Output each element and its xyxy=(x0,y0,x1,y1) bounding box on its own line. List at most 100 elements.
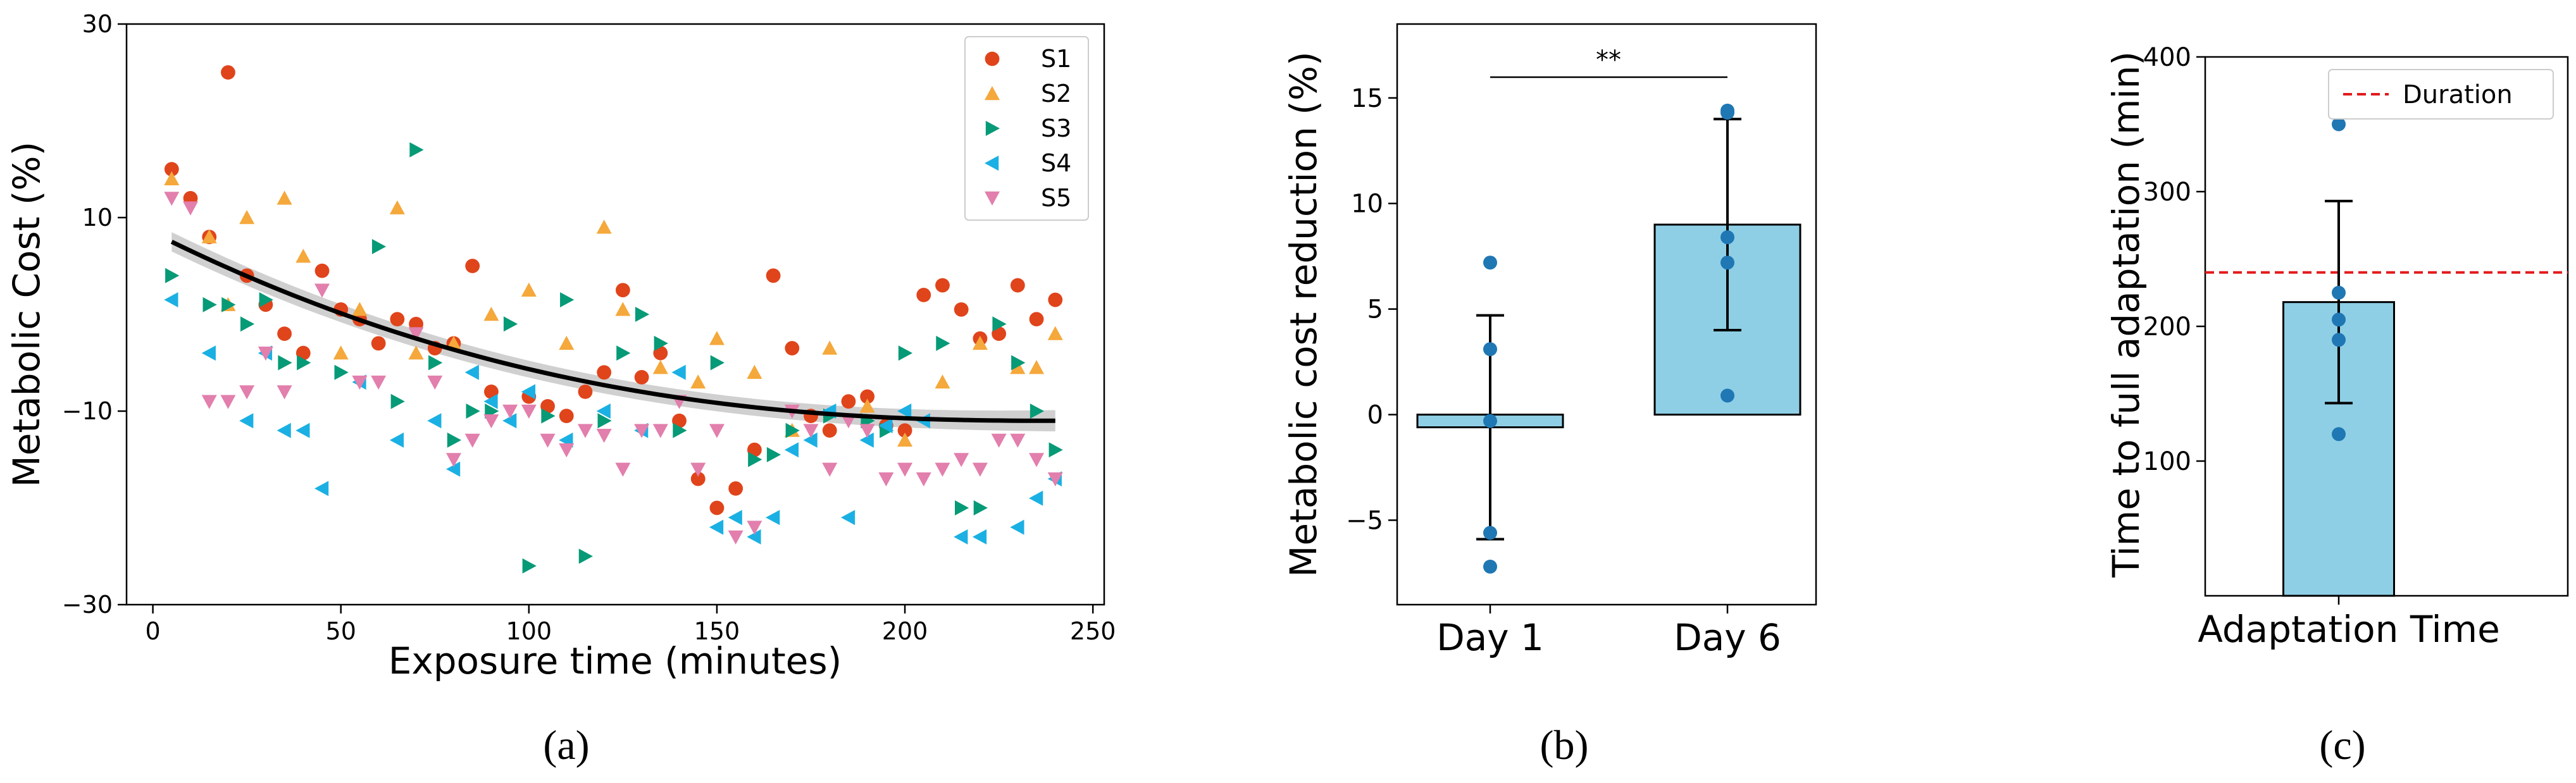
point-s5 xyxy=(258,347,273,361)
point-s3 xyxy=(240,316,255,332)
point-s5 xyxy=(634,424,650,438)
x-ticks-b: Day 1 Day 6 xyxy=(1436,605,1781,659)
legend-label-s4: S4 xyxy=(1041,149,1071,177)
point-s5 xyxy=(445,453,461,467)
point-s4 xyxy=(766,510,780,526)
point-s3 xyxy=(1011,355,1026,371)
x-tick-label-day-1: Day 1 xyxy=(1436,616,1544,659)
point-s3 xyxy=(898,345,913,361)
point-s3 xyxy=(766,447,781,462)
point-s4 xyxy=(803,432,818,448)
subject-point xyxy=(1720,256,1734,270)
point-s5 xyxy=(935,462,950,477)
point-s5 xyxy=(709,424,725,438)
point-s3 xyxy=(936,335,950,351)
point-s1 xyxy=(277,326,292,341)
point-s1 xyxy=(766,268,781,283)
point-s5 xyxy=(728,530,744,545)
point-s2 xyxy=(333,345,349,360)
point-s2 xyxy=(277,190,292,205)
point-s5 xyxy=(1047,472,1063,487)
subject-point xyxy=(2332,427,2346,441)
point-s5 xyxy=(596,429,612,443)
subject-point xyxy=(1720,106,1734,120)
legend-marker-s3 xyxy=(985,121,1000,136)
panel-b: ** −5 0 5 10 15 Day 1 Day 6 Metabolic cost re… xyxy=(1282,23,1817,659)
fit-line xyxy=(170,240,1055,423)
legend-frame-c xyxy=(2328,69,2554,120)
legend-frame-a xyxy=(964,36,1089,221)
point-s4 xyxy=(728,510,742,526)
point-s1 xyxy=(860,389,875,404)
legend-label-s5: S5 xyxy=(1041,184,1071,212)
y-tick-label: 300 xyxy=(2143,178,2191,207)
point-s5 xyxy=(972,462,988,477)
point-s5 xyxy=(690,462,706,477)
point-s4 xyxy=(709,519,724,535)
point-s5 xyxy=(1010,433,1026,448)
legend-label-s3: S3 xyxy=(1041,114,1071,142)
y-ticks-c: 100 200 300 400 xyxy=(2143,43,2205,476)
legend-c: Duration xyxy=(2328,69,2554,120)
point-s5 xyxy=(577,424,593,438)
point-s1 xyxy=(390,312,405,327)
point-s4 xyxy=(1029,490,1043,506)
point-s5 xyxy=(183,201,199,216)
point-s2 xyxy=(352,302,368,316)
point-s5 xyxy=(352,375,368,390)
point-s3 xyxy=(654,335,668,351)
y-tick-label: 0 xyxy=(1367,401,1383,430)
x-tick-label: 250 xyxy=(1070,617,1116,645)
legend-label-s2: S2 xyxy=(1041,80,1071,108)
x-tick-label: 100 xyxy=(506,617,552,645)
point-s3 xyxy=(541,408,556,424)
subject-point xyxy=(1483,559,1497,574)
point-s5 xyxy=(652,424,668,438)
legend-a: S1 S2 S3 S4 S5 xyxy=(964,36,1089,221)
point-s1 xyxy=(992,326,1007,341)
point-s5 xyxy=(559,443,575,458)
point-s1 xyxy=(578,385,593,399)
point-s3 xyxy=(466,404,480,419)
point-s5 xyxy=(464,433,480,448)
legend-marker-s5 xyxy=(985,191,1000,206)
caption-c: (c) xyxy=(2319,722,2365,768)
point-s3 xyxy=(221,297,236,312)
point-s1 xyxy=(615,283,630,298)
point-s5 xyxy=(615,462,631,477)
point-s5 xyxy=(277,385,292,400)
point-s3 xyxy=(1030,404,1045,419)
point-s4 xyxy=(747,529,761,545)
y-tick-label: −5 xyxy=(1346,506,1383,535)
point-s2 xyxy=(652,360,668,374)
point-s2 xyxy=(615,302,631,316)
point-s1 xyxy=(1048,292,1063,307)
point-s1 xyxy=(822,423,837,438)
point-s1 xyxy=(935,278,950,293)
y-tick-label: 5 xyxy=(1367,295,1383,324)
y-tick-label: 15 xyxy=(1351,84,1383,113)
point-s2 xyxy=(709,331,725,345)
point-s3 xyxy=(748,452,762,467)
point-s2 xyxy=(1029,360,1045,374)
point-s3 xyxy=(973,500,988,515)
point-s5 xyxy=(747,521,762,535)
point-s4 xyxy=(1010,519,1024,535)
point-s4 xyxy=(596,404,611,419)
point-s3 xyxy=(522,558,537,574)
point-s5 xyxy=(164,192,180,206)
point-s2 xyxy=(972,335,988,350)
point-s1 xyxy=(841,394,856,409)
point-s5 xyxy=(822,462,838,477)
x-tick-label: 150 xyxy=(694,617,740,645)
point-s1 xyxy=(296,345,311,361)
point-s3 xyxy=(560,292,575,308)
y-tick-label: −10 xyxy=(62,397,113,425)
point-s3 xyxy=(503,316,518,332)
individual-points-b xyxy=(1483,103,1734,574)
significance-stars: ** xyxy=(1596,46,1621,75)
point-s5 xyxy=(371,375,387,390)
point-s3 xyxy=(447,432,461,448)
x-tick-label: 0 xyxy=(146,617,161,645)
point-s1 xyxy=(954,302,969,317)
